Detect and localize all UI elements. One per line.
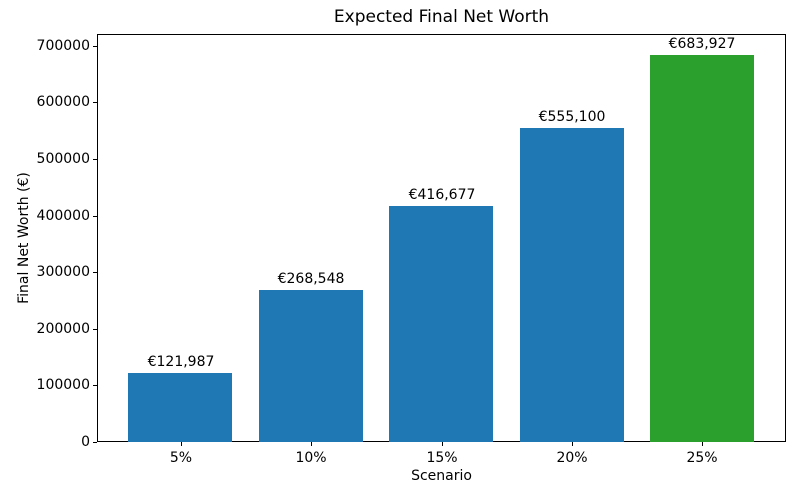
y-tick-mark — [93, 385, 97, 386]
x-tick-label: 20% — [556, 450, 588, 466]
x-tick-label: 10% — [295, 450, 327, 466]
x-tick-mark — [311, 442, 312, 446]
y-tick-label: 600000 — [36, 94, 90, 110]
bar-value-label: €268,548 — [277, 271, 345, 287]
y-tick-mark — [93, 216, 97, 217]
y-tick-mark — [93, 102, 97, 103]
x-tick-label: 5% — [169, 450, 193, 466]
y-tick-label: 300000 — [36, 264, 90, 280]
y-tick-mark — [93, 442, 97, 443]
y-tick-label: 0 — [81, 434, 90, 450]
x-tick-label: 15% — [426, 450, 458, 466]
x-tick-mark — [572, 442, 573, 446]
bar — [389, 206, 493, 442]
y-tick-label: 100000 — [36, 377, 90, 393]
x-tick-mark — [442, 442, 443, 446]
bar — [128, 373, 232, 442]
x-tick-mark — [181, 442, 182, 446]
y-tick-mark — [93, 46, 97, 47]
bar-value-label: €121,987 — [147, 354, 215, 370]
y-tick-mark — [93, 329, 97, 330]
bar — [520, 128, 624, 442]
y-axis-label: Final Net Worth (€) — [16, 172, 32, 304]
x-tick-mark — [702, 442, 703, 446]
y-tick-mark — [93, 159, 97, 160]
bar — [650, 55, 754, 442]
y-tick-label: 500000 — [36, 151, 90, 167]
bar-value-label: €555,100 — [538, 109, 606, 125]
y-tick-mark — [93, 272, 97, 273]
y-tick-label: 700000 — [36, 38, 90, 54]
x-axis-label: Scenario — [411, 468, 472, 484]
x-tick-label: 25% — [686, 450, 718, 466]
bar-value-label: €683,927 — [668, 36, 736, 52]
chart-title: Expected Final Net Worth — [333, 7, 550, 27]
bar-value-label: €416,677 — [408, 187, 476, 203]
bar — [259, 290, 363, 442]
y-tick-label: 400000 — [36, 208, 90, 224]
y-tick-label: 200000 — [36, 321, 90, 337]
